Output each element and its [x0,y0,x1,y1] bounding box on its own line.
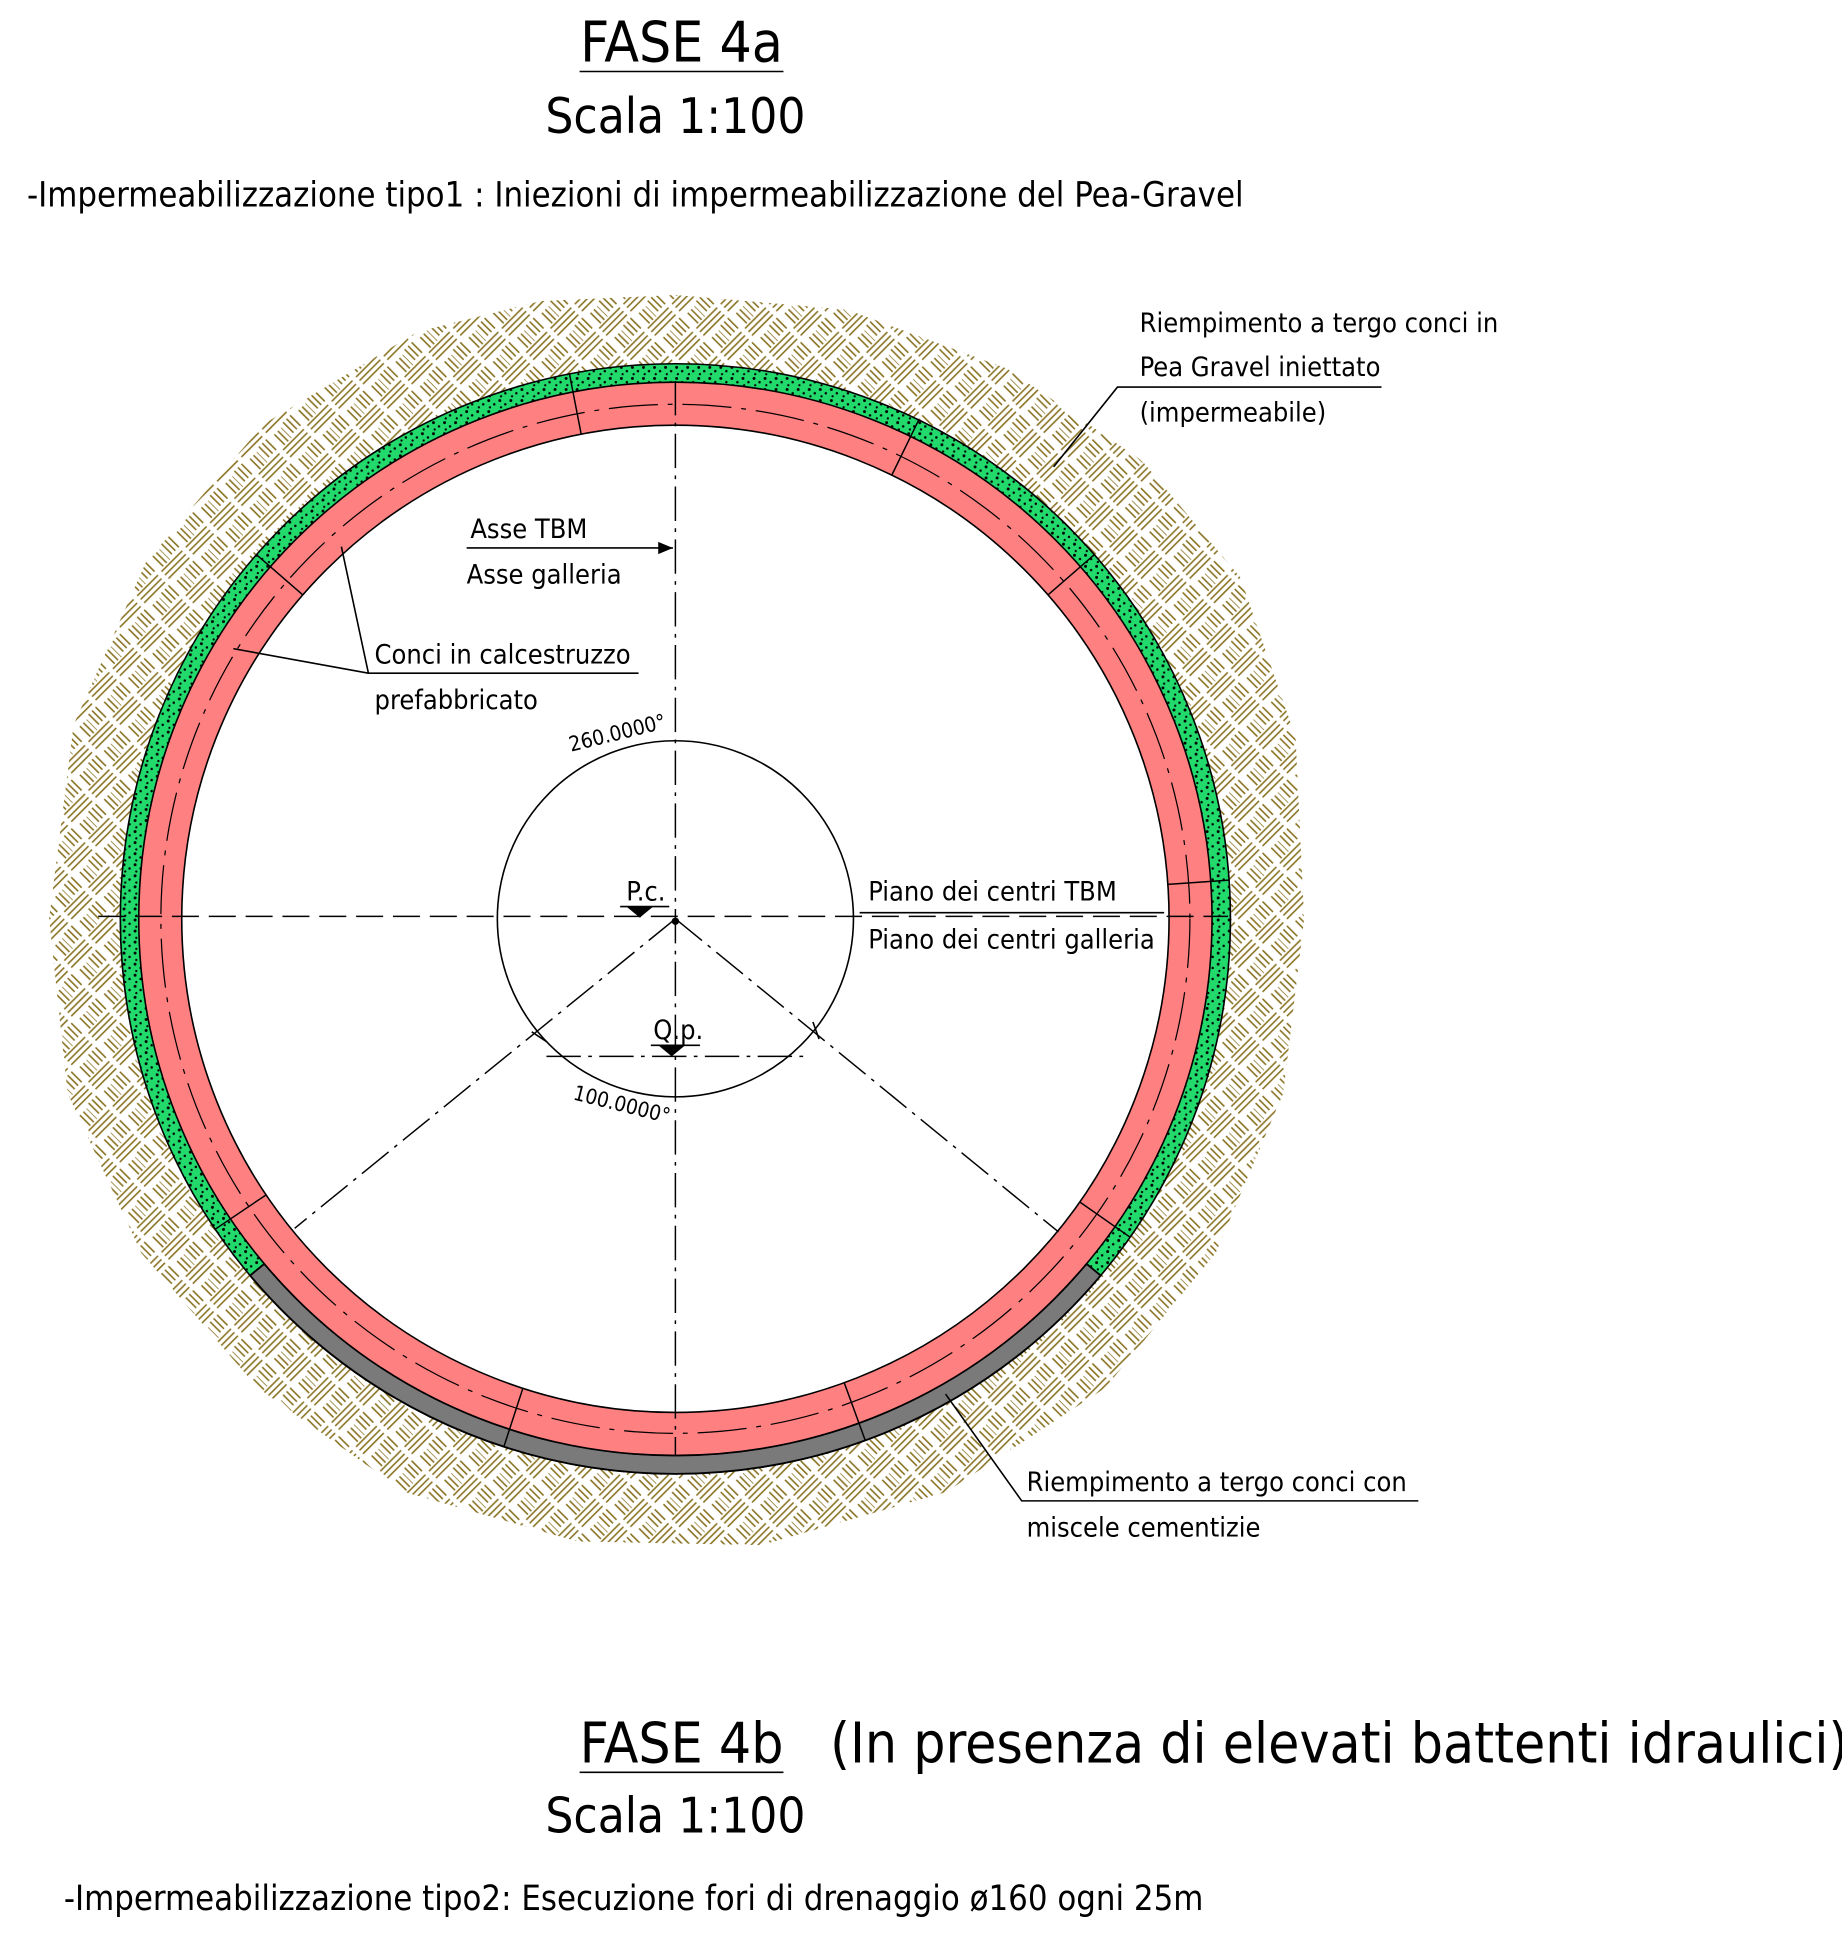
label: prefabbricato [375,685,538,716]
label: Piano dei centri TBM [868,876,1117,907]
description: -Impermeabilizzazione tipo2: Esecuzione … [64,1879,1204,1919]
centre [671,917,680,925]
joint [891,419,920,476]
segment-axis [160,403,1191,1434]
leader [1053,386,1382,468]
title: FASE 4a [580,11,783,76]
level-mark [658,1045,686,1057]
joint [214,1194,267,1230]
label: (impermeabile) [1140,397,1327,428]
tick [812,1021,820,1040]
joint [843,1382,866,1441]
title: FASE 4b [580,1711,784,1776]
label: Riempimento a tergo conci in [1140,308,1499,339]
joint [503,1388,524,1447]
subtitle: (In presenza di elevati battenti idrauli… [830,1711,1842,1776]
scale: Scala 1:100 [545,87,805,145]
label: Pea Gravel iniettato [1140,352,1381,383]
joint [256,554,304,596]
arrow [658,541,673,555]
tick [531,1031,547,1043]
label: Asse galleria [467,560,622,591]
label: Asse TBM [470,514,587,545]
label: Piano dei centri galleria [868,924,1155,955]
joint [1079,1201,1131,1238]
level-mark [626,906,654,918]
label: P.c. [626,876,665,907]
label: Conci in calcestruzzo [375,639,631,670]
leader [944,1393,1419,1502]
leader [233,647,369,674]
radial-line [674,918,1060,1233]
description: -Impermeabilizzazione tipo1 : Iniezioni … [27,176,1244,216]
label: Q.p. [653,1015,703,1046]
label: miscele cementizie [1027,1512,1261,1543]
joint [1167,879,1230,886]
scale: Scala 1:100 [545,1786,805,1844]
joint [1047,554,1095,596]
joints [214,373,1230,1447]
radial-line [294,918,676,1229]
label: Riempimento a tergo conci con [1027,1467,1407,1498]
joint [568,373,582,435]
